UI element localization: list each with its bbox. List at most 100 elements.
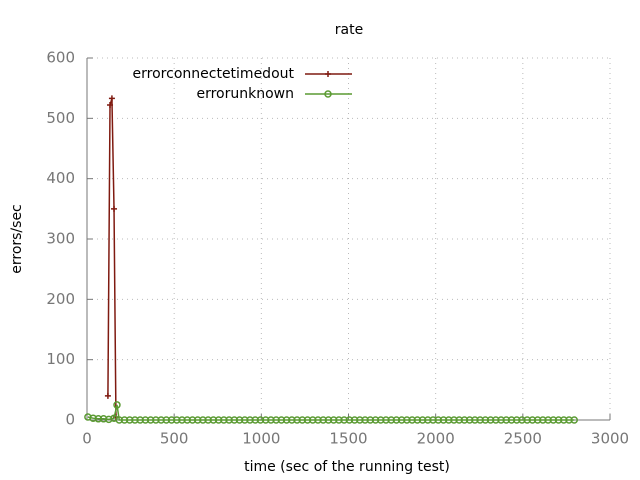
point <box>136 416 144 424</box>
point <box>199 416 207 424</box>
point <box>507 416 516 424</box>
point <box>439 416 448 424</box>
point <box>565 416 573 424</box>
point <box>277 416 286 424</box>
point <box>111 205 118 212</box>
x-tick-label: 0 <box>82 430 92 448</box>
point <box>444 416 453 424</box>
point <box>157 416 165 424</box>
y-axis-label: errors/sec <box>9 204 25 274</box>
point <box>377 416 385 424</box>
point <box>403 416 411 424</box>
point <box>382 416 390 424</box>
point <box>539 416 547 424</box>
point <box>214 416 223 424</box>
point <box>167 416 176 424</box>
point <box>429 416 437 424</box>
point <box>471 416 479 424</box>
point <box>497 416 505 424</box>
y-tick-label: 500 <box>46 109 75 127</box>
point <box>241 416 249 424</box>
point <box>141 416 150 424</box>
point <box>220 416 228 424</box>
y-tick-label: 300 <box>46 230 75 248</box>
x-tick-label: 500 <box>160 430 189 448</box>
point <box>544 416 552 424</box>
x-axis-label: time (sec of the running test) <box>244 459 450 475</box>
point <box>288 416 296 424</box>
point <box>549 416 558 424</box>
legend-label: errorunknown <box>196 86 294 102</box>
point <box>460 416 469 424</box>
point <box>235 416 244 424</box>
point <box>424 416 432 424</box>
y-tick-label: 100 <box>46 350 75 368</box>
point <box>408 416 416 424</box>
x-tick-label: 2000 <box>417 430 455 448</box>
point <box>115 416 124 424</box>
point <box>387 416 395 424</box>
point <box>104 392 111 399</box>
point <box>120 416 129 424</box>
point <box>108 95 115 102</box>
point <box>560 416 568 424</box>
point <box>502 416 511 424</box>
legend-marker <box>324 90 332 98</box>
point <box>570 416 579 424</box>
point <box>209 416 218 424</box>
point <box>371 416 380 424</box>
x-tick-label: 1500 <box>329 430 367 448</box>
point <box>481 416 490 424</box>
point <box>225 416 233 424</box>
point <box>418 416 427 424</box>
point <box>298 416 307 424</box>
point <box>455 416 463 424</box>
x-tick-label: 1000 <box>242 430 280 448</box>
y-tick-label: 600 <box>46 49 75 67</box>
point <box>450 416 458 424</box>
point <box>554 416 563 424</box>
x-tick-label: 3000 <box>591 430 629 448</box>
point <box>350 416 359 424</box>
point <box>230 416 239 424</box>
point <box>178 416 186 424</box>
point <box>361 416 369 424</box>
point <box>486 416 495 424</box>
point <box>523 416 531 424</box>
point <box>107 102 114 109</box>
point <box>193 416 202 424</box>
chart-title: rate <box>335 22 363 38</box>
point <box>492 416 500 424</box>
point <box>256 416 265 424</box>
point <box>335 416 343 424</box>
point <box>183 416 191 424</box>
y-tick-label: 200 <box>46 290 75 308</box>
point <box>267 416 275 424</box>
point <box>162 416 171 424</box>
point <box>518 416 526 424</box>
point <box>512 416 521 424</box>
point <box>303 416 312 424</box>
point <box>272 416 280 424</box>
point <box>356 416 364 424</box>
point <box>113 401 121 409</box>
point <box>533 416 542 424</box>
series-line <box>107 98 117 417</box>
point <box>366 416 375 424</box>
point <box>392 416 401 424</box>
point <box>465 416 474 424</box>
point <box>204 416 212 424</box>
point <box>188 416 197 424</box>
x-tick-label: 2500 <box>504 430 542 448</box>
legend-label: errorconnectetimedout <box>133 66 295 82</box>
point <box>173 416 181 424</box>
point <box>251 416 259 424</box>
point <box>309 416 317 424</box>
point <box>340 416 348 424</box>
point <box>476 416 484 424</box>
point <box>246 416 254 424</box>
point <box>146 416 155 424</box>
y-tick-label: 400 <box>46 169 75 187</box>
point <box>413 416 422 424</box>
